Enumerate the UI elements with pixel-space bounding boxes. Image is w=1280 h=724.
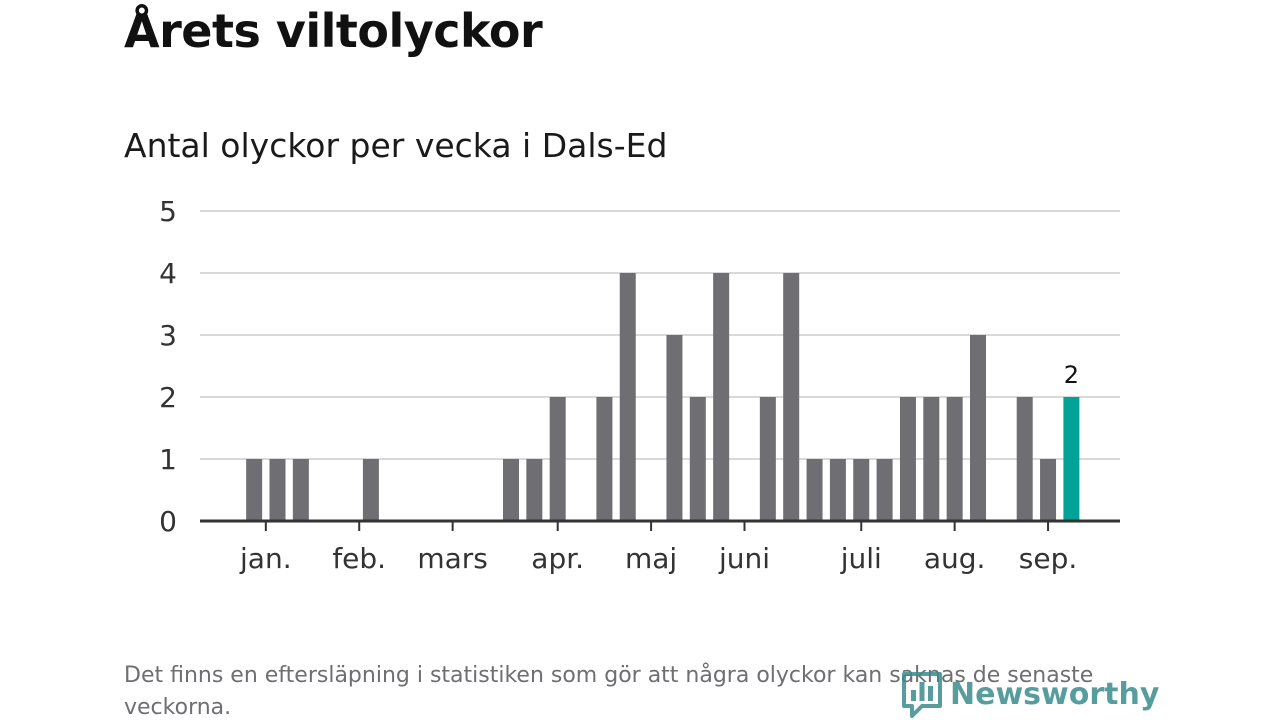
y-tick-label: 3 [159,319,177,352]
bar [876,459,893,521]
bar [619,273,636,521]
bar [549,397,566,521]
x-tick-label: aug. [924,542,986,575]
bar [689,397,706,521]
y-tick-label: 4 [159,257,177,290]
bar [923,397,940,521]
y-tick-labels: 0 1 2 3 4 5 [159,195,177,538]
bar [362,459,379,521]
y-tick-label: 0 [159,505,177,538]
bar [783,273,800,521]
y-tick-label: 2 [159,381,177,414]
bar [713,273,730,521]
bar [806,459,823,521]
y-tick-label: 5 [159,195,177,228]
x-tick-label: jan. [239,542,292,575]
y-tick-label: 1 [159,443,177,476]
bar-highlight [1063,397,1080,521]
brand-name: Newsworthy [950,676,1160,712]
bars: 2 [246,273,1080,521]
bar [946,397,963,521]
bar-chart-speech-bubble-icon [902,672,942,718]
bar [269,459,286,521]
x-axis [200,519,1120,531]
bar [1016,397,1033,521]
brand-logo: Newsworthy [900,668,1160,720]
x-tick-label: sep. [1019,542,1078,575]
grid-lines [200,210,1120,460]
x-tick-label: juni [718,542,770,575]
bar-chart: 0 1 2 3 4 5 2 jan. feb. mars apr. maj juni juli aug.… [159,195,1120,575]
bar [759,397,776,521]
x-tick-label: juli [840,542,882,575]
bar [970,335,986,521]
bar [853,459,870,521]
chart-title: Årets viltolyckor [124,4,543,58]
bar [666,335,683,521]
bar [292,459,309,521]
bar [246,459,263,521]
data-label: 2 [1064,361,1079,389]
x-tick-label: mars [417,542,488,575]
bar [899,397,916,521]
x-tick-label: feb. [332,542,386,575]
bar [1040,459,1057,521]
bar [829,459,846,521]
chart-subtitle: Antal olyckor per vecka i Dals-Ed [124,126,668,165]
bar [596,397,613,521]
bar [526,459,543,521]
x-tick-label: maj [625,542,677,575]
x-tick-labels: jan. feb. mars apr. maj juni juli aug. sep. [239,542,1077,575]
x-tick-label: apr. [531,542,584,575]
bar [503,459,519,521]
